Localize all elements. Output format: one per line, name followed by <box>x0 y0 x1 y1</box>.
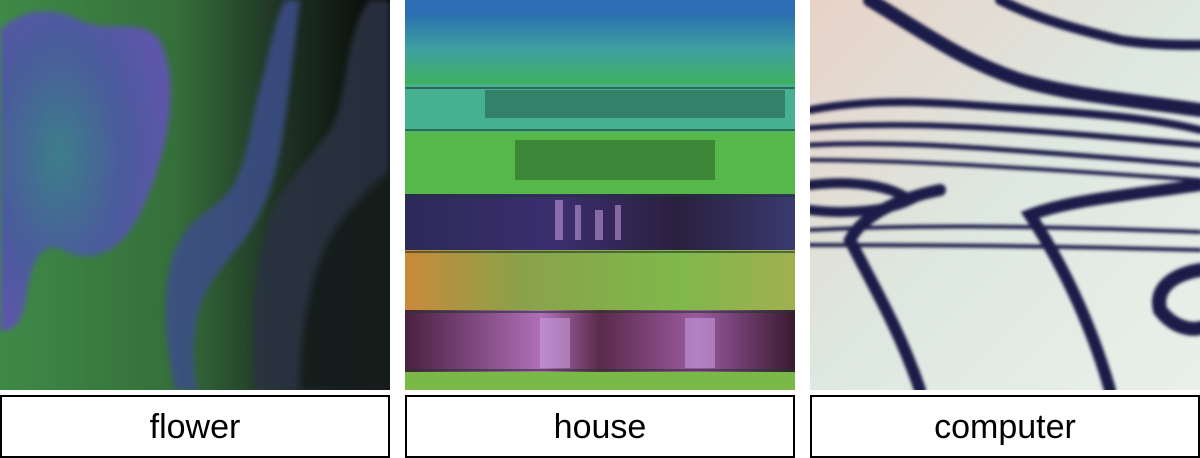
caption-box: house <box>405 395 795 458</box>
flower-abstract-image <box>0 0 390 390</box>
tile-flower: flower <box>0 0 390 458</box>
caption-label: house <box>553 407 647 446</box>
computer-abstract-image <box>810 0 1200 390</box>
caption-label: flower <box>149 407 241 446</box>
caption-box: flower <box>0 395 390 458</box>
caption-label: computer <box>934 407 1076 446</box>
tile-computer: computer <box>810 0 1200 458</box>
caption-box: computer <box>810 395 1200 458</box>
house-abstract-image <box>405 0 795 390</box>
tile-house: house <box>405 0 795 458</box>
